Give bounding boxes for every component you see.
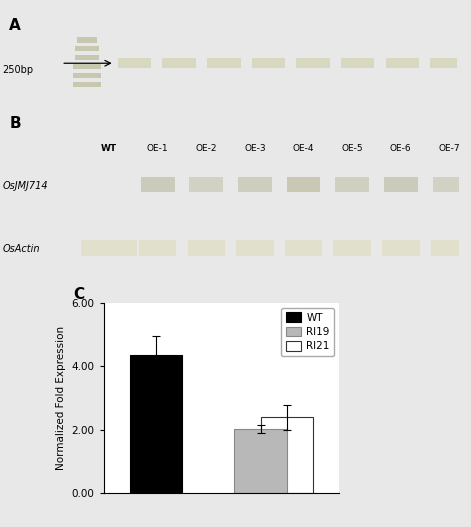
Bar — [187, 240, 225, 256]
Text: WT: WT — [101, 144, 117, 153]
Bar — [235, 429, 287, 493]
Bar — [73, 64, 101, 69]
Bar — [75, 46, 99, 52]
Text: OE-2: OE-2 — [195, 144, 217, 153]
Bar — [77, 37, 97, 43]
Legend: WT, RI19, RI21: WT, RI19, RI21 — [281, 308, 334, 356]
Bar — [139, 240, 177, 256]
Bar — [189, 177, 223, 192]
Text: B: B — [9, 116, 21, 131]
Text: OsActin: OsActin — [2, 244, 40, 253]
Bar — [207, 58, 241, 69]
Text: OE-7: OE-7 — [439, 144, 460, 153]
Bar — [382, 240, 420, 256]
Bar — [81, 240, 137, 256]
Bar — [141, 177, 174, 192]
Bar — [432, 177, 466, 192]
Bar — [341, 58, 374, 69]
Bar — [73, 82, 101, 87]
Bar — [130, 355, 182, 493]
Text: C: C — [73, 287, 84, 302]
Bar — [73, 73, 101, 78]
Text: OE-5: OE-5 — [341, 144, 363, 153]
Bar — [430, 240, 468, 256]
Bar — [384, 177, 417, 192]
Bar — [236, 240, 274, 256]
Bar — [335, 177, 369, 192]
Bar — [75, 55, 99, 60]
Text: 250bp: 250bp — [2, 65, 33, 74]
Text: OE-1: OE-1 — [147, 144, 169, 153]
Bar — [162, 58, 196, 69]
Bar — [287, 177, 320, 192]
Text: OE-6: OE-6 — [390, 144, 412, 153]
Bar — [118, 58, 151, 69]
Bar — [333, 240, 371, 256]
Bar — [252, 58, 285, 69]
Bar — [296, 58, 330, 69]
Text: A: A — [9, 18, 21, 33]
Bar — [260, 417, 313, 493]
Y-axis label: Normalized Fold Expression: Normalized Fold Expression — [56, 326, 66, 470]
Bar — [385, 58, 419, 69]
Text: OE-3: OE-3 — [244, 144, 266, 153]
Bar — [238, 177, 272, 192]
Bar — [284, 240, 322, 256]
Text: OE-4: OE-4 — [293, 144, 314, 153]
Bar — [430, 58, 464, 69]
Text: OsJMJ714: OsJMJ714 — [2, 181, 48, 190]
